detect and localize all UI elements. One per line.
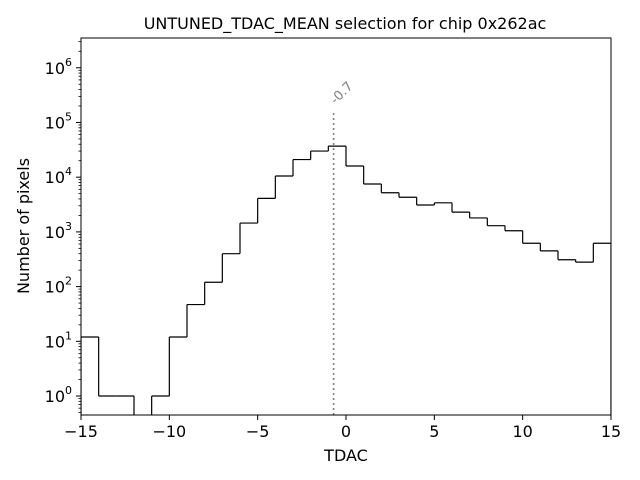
x-tick-label: 10 [512,422,532,441]
y-axis: 100 101 102 103 104 105 106 [45,41,81,413]
y-tick-label: 104 [45,165,72,187]
plot-area: -0.7 [80,37,612,416]
x-axis-label: TDAC [323,446,368,465]
y-tick-label: 100 [45,384,72,406]
y-tick-label: 101 [45,329,72,351]
x-axis: −15 −10 −5 0 5 10 15 [64,415,621,441]
chart-title: UNTUNED_TDAC_MEAN selection for chip 0x2… [144,14,547,34]
y-tick-label: 105 [45,110,72,132]
x-tick-label: 0 [341,422,351,441]
x-tick-label: −15 [64,422,98,441]
x-tick-label: −5 [246,422,270,441]
y-tick-label: 106 [45,56,72,78]
x-tick-label: 15 [601,422,621,441]
x-tick-label: 5 [429,422,439,441]
marker-label: -0.7 [328,79,357,108]
x-tick-label: −10 [152,422,186,441]
y-axis-label: Number of pixels [14,158,33,294]
y-tick-label: 102 [45,275,72,297]
y-tick-label: 103 [45,220,72,242]
